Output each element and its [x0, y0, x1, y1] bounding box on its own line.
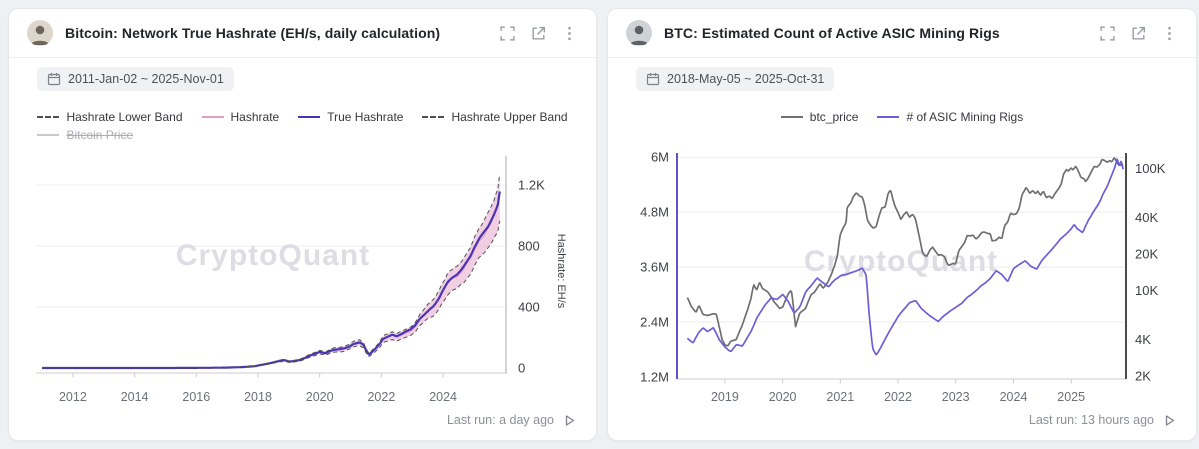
- svg-text:2022: 2022: [367, 390, 395, 404]
- panel-header: BTC: Estimated Count of Active ASIC Mini…: [608, 9, 1196, 58]
- play-run-icon[interactable]: [563, 414, 576, 427]
- fullscreen-icon[interactable]: [499, 25, 516, 42]
- svg-text:2024: 2024: [429, 390, 457, 404]
- panel-title: Bitcoin: Network True Hashrate (EH/s, da…: [65, 25, 441, 41]
- svg-text:2014: 2014: [121, 390, 149, 404]
- svg-text:Hashrate: EH/s: Hashrate: EH/s: [555, 234, 567, 309]
- header-actions: [499, 25, 578, 42]
- legend-row: Bitcoin Price: [37, 128, 567, 142]
- svg-text:20K: 20K: [1135, 247, 1158, 262]
- svg-text:3.6M: 3.6M: [640, 260, 669, 275]
- legend-label: True Hashrate: [327, 110, 404, 124]
- date-range-label: 2011-Jan-02 ~ 2025-Nov-01: [68, 72, 224, 86]
- legend-swatch: [37, 134, 60, 136]
- header-actions: [1099, 25, 1178, 42]
- legend: btc_price # of ASIC Mining Rigs: [608, 110, 1196, 128]
- svg-text:100K: 100K: [1135, 161, 1166, 176]
- author-avatar[interactable]: [27, 20, 53, 46]
- legend-item-hashrate-upper-band[interactable]: Hashrate Upper Band: [422, 110, 568, 124]
- legend-label: # of ASIC Mining Rigs: [906, 110, 1024, 124]
- panel-header: Bitcoin: Network True Hashrate (EH/s, da…: [9, 9, 596, 58]
- legend-label: btc_price: [809, 110, 859, 124]
- legend-item-hashrate-lower-band[interactable]: Hashrate Lower Band: [37, 110, 183, 124]
- svg-text:40K: 40K: [1135, 210, 1158, 225]
- legend-swatch: [201, 116, 224, 118]
- legend-item-true-hashrate[interactable]: True Hashrate: [298, 110, 403, 124]
- hashrate-chart-canvas[interactable]: CryptoQuant 2012 2014 2016 2018 2020 2022 2024 0…: [9, 9, 598, 442]
- legend-swatch: [37, 116, 60, 118]
- svg-text:2025: 2025: [1057, 390, 1085, 404]
- legend-item-btc-price[interactable]: btc_price: [780, 110, 859, 124]
- svg-text:1.2K: 1.2K: [518, 178, 545, 193]
- panel-true-hashrate: Bitcoin: Network True Hashrate (EH/s, da…: [8, 8, 597, 441]
- panel-asic-rigs: BTC: Estimated Count of Active ASIC Mini…: [607, 8, 1197, 441]
- legend-swatch: [422, 116, 445, 118]
- panel-title: BTC: Estimated Count of Active ASIC Mini…: [664, 25, 1000, 41]
- svg-text:2016: 2016: [182, 390, 210, 404]
- date-range-chip[interactable]: 2011-Jan-02 ~ 2025-Nov-01: [37, 67, 234, 91]
- legend-label: Bitcoin Price: [66, 128, 134, 142]
- last-run-label: Last run: a day ago: [446, 413, 554, 427]
- play-run-icon[interactable]: [1163, 414, 1176, 427]
- svg-text:2018: 2018: [244, 390, 272, 404]
- legend-label: Hashrate Lower Band: [66, 110, 183, 124]
- svg-text:CryptoQuant: CryptoQuant: [176, 239, 370, 272]
- asic-rigs-chart-canvas[interactable]: CryptoQuant 2019 2020 2021 2022 2023 2024 2025 1…: [608, 9, 1198, 442]
- svg-text:CryptoQuant: CryptoQuant: [804, 245, 998, 278]
- svg-text:2.4M: 2.4M: [640, 315, 669, 330]
- last-run-status: Last run: a day ago: [447, 413, 576, 427]
- date-range-label: 2018-May-05 ~ 2025-Oct-31: [667, 72, 825, 86]
- date-range-chip[interactable]: 2018-May-05 ~ 2025-Oct-31: [636, 67, 835, 91]
- legend-label: Hashrate: [230, 110, 280, 124]
- svg-text:2012: 2012: [59, 390, 87, 404]
- svg-text:4.8M: 4.8M: [640, 205, 669, 220]
- svg-text:4K: 4K: [1135, 332, 1151, 347]
- calendar-icon: [646, 73, 660, 86]
- legend-swatch: [780, 116, 803, 118]
- kebab-menu-icon[interactable]: [561, 25, 578, 42]
- legend-row: btc_price # of ASIC Mining Rigs: [780, 110, 1023, 124]
- svg-text:2024: 2024: [1000, 390, 1028, 404]
- last-run-status: Last run: 13 hours ago: [1029, 413, 1176, 427]
- legend-row: Hashrate Lower Band Hashrate True Hashrate…: [37, 110, 568, 124]
- legend-swatch: [298, 116, 321, 118]
- legend-swatch: [877, 116, 900, 118]
- svg-text:0: 0: [518, 361, 525, 376]
- svg-text:2023: 2023: [942, 390, 970, 404]
- svg-text:10K: 10K: [1135, 283, 1158, 298]
- open-in-new-icon[interactable]: [1130, 25, 1147, 42]
- author-avatar[interactable]: [626, 20, 652, 46]
- fullscreen-icon[interactable]: [1099, 25, 1116, 42]
- kebab-menu-icon[interactable]: [1161, 25, 1178, 42]
- svg-text:2020: 2020: [306, 390, 334, 404]
- svg-text:2022: 2022: [884, 390, 912, 404]
- legend-label: Hashrate Upper Band: [451, 110, 568, 124]
- calendar-icon: [47, 73, 61, 86]
- legend-item--of-asic-mining-rigs[interactable]: # of ASIC Mining Rigs: [877, 110, 1023, 124]
- legend-item-hashrate[interactable]: Hashrate: [201, 110, 280, 124]
- svg-text:2021: 2021: [826, 390, 854, 404]
- svg-text:2019: 2019: [711, 390, 739, 404]
- svg-text:2020: 2020: [769, 390, 797, 404]
- legend-item-bitcoin-price[interactable]: Bitcoin Price: [37, 128, 133, 142]
- svg-text:800: 800: [518, 239, 540, 254]
- legend: Hashrate Lower Band Hashrate True Hashrate…: [9, 110, 596, 146]
- svg-text:1.2M: 1.2M: [640, 370, 669, 385]
- open-in-new-icon[interactable]: [530, 25, 547, 42]
- last-run-label: Last run: 13 hours ago: [1028, 413, 1154, 427]
- svg-text:400: 400: [518, 300, 540, 315]
- svg-text:6M: 6M: [651, 150, 669, 165]
- svg-text:2K: 2K: [1135, 369, 1151, 384]
